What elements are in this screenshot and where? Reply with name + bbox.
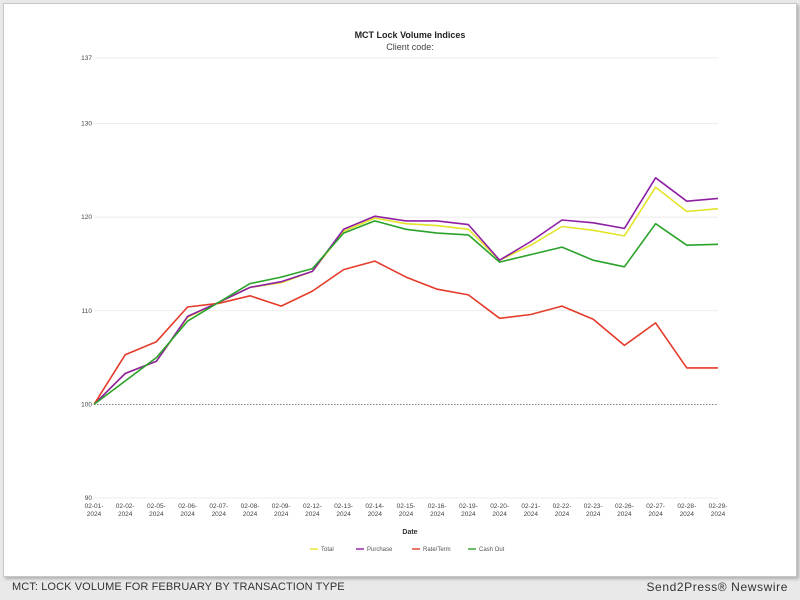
x-tick-label: 02-26-2024 (615, 503, 634, 518)
x-tick-label: 02-19-2024 (459, 503, 478, 518)
x-tick-label: 02-09-2024 (272, 503, 291, 518)
legend-label: Purchase (367, 547, 393, 553)
x-tick-label: 02-20-2024 (490, 503, 509, 518)
x-tick-label: 02-12-2024 (303, 503, 322, 518)
x-tick-label: 02-06-2024 (178, 503, 197, 518)
y-tick-label: 90 (85, 495, 93, 502)
x-tick-label: 02-07-2024 (209, 503, 228, 518)
y-tick-label: 110 (82, 308, 93, 315)
chart-subtitle: Client code: (386, 42, 434, 52)
series-lines (93, 177, 719, 406)
chart-title: MCT Lock Volume Indices (355, 30, 466, 40)
x-tick-label: 02-15-2024 (397, 503, 416, 518)
x-tick-label: 02-27-2024 (646, 503, 665, 518)
y-tick-label: 137 (81, 55, 92, 62)
legend-label: Total (321, 547, 334, 553)
grid-lines (94, 57, 718, 499)
legend-label: Rate/Term (423, 547, 451, 553)
chart-frame: 90 100 110 120 130 137 02-01-2024 02-02-2024 02… (3, 3, 797, 577)
series-line-purchase (93, 177, 719, 405)
y-axis-ticks: 90 100 110 120 130 137 (81, 55, 92, 502)
x-tick-label: 02-02-2024 (116, 503, 135, 518)
x-axis-ticks: 02-01-2024 02-02-2024 02-05-2024 02-06-2024… (85, 503, 728, 518)
x-axis-label: Date (402, 529, 417, 536)
newswire-brand: Send2Press® Newswire (646, 580, 788, 594)
caption-text: MCT: LOCK VOLUME FOR FEBRUARY BY TRANSAC… (12, 581, 345, 593)
legend-label: Cash Out (479, 547, 505, 553)
x-tick-label: 02-13-2024 (334, 503, 353, 518)
y-tick-label: 100 (81, 401, 92, 408)
series-line-rate-term (93, 260, 718, 405)
legend: Total Purchase Rate/Term Cash Out (310, 547, 505, 553)
x-tick-label: 02-01-2024 (85, 503, 104, 518)
x-tick-label: 02-28-2024 (677, 503, 696, 518)
x-tick-label: 02-08-2024 (241, 503, 260, 518)
x-tick-label: 02-21-2024 (521, 503, 540, 518)
x-tick-label: 02-29-2024 (709, 503, 728, 518)
caption-bar: MCT: LOCK VOLUME FOR FEBRUARY BY TRANSAC… (0, 578, 800, 600)
x-tick-label: 02-16-2024 (428, 503, 447, 518)
x-tick-label: 02-23-2024 (584, 503, 603, 518)
x-tick-label: 02-14-2024 (365, 503, 384, 518)
series-line-cash-out (93, 220, 719, 406)
y-tick-label: 130 (81, 121, 92, 128)
x-tick-label: 02-22-2024 (553, 503, 572, 518)
x-tick-label: 02-05-2024 (147, 503, 166, 518)
y-tick-label: 120 (81, 214, 92, 221)
series-line-total (93, 186, 719, 405)
